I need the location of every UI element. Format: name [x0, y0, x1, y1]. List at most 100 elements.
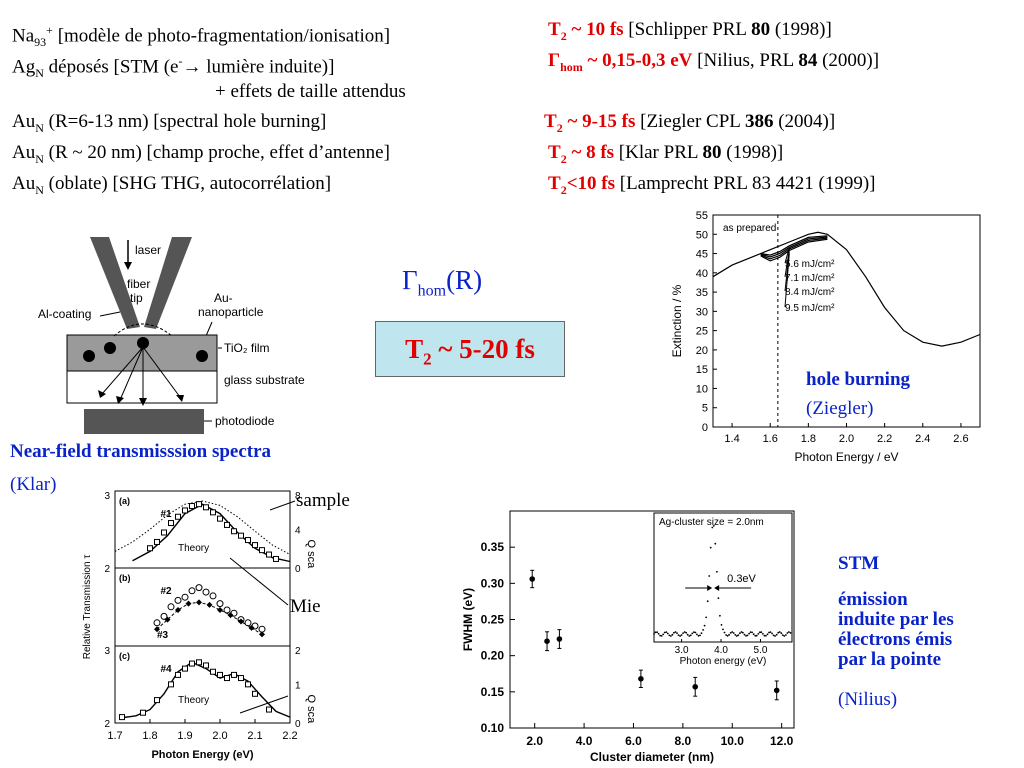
inset-frame	[653, 512, 793, 643]
data-point	[638, 676, 644, 682]
y-tick-label: 20	[696, 345, 708, 357]
sample-tag: #3	[157, 630, 169, 641]
data-diamond	[259, 631, 265, 638]
inset-point	[768, 631, 770, 634]
series-line	[760, 238, 828, 262]
leader	[773, 235, 799, 242]
data-square	[217, 515, 223, 522]
ziegler-extinction-chart: 1.4 1.6 1.8 2.0 2.2 2.4 2.6 0 5 10 15 20 25 30 35 40 45 5…	[670, 210, 981, 464]
ref-line-4: AuN (R=6-13 nm) [spectral hole burning]	[12, 111, 327, 135]
panel-tag: (a)	[119, 496, 130, 506]
inset-point	[754, 634, 757, 637]
inset-point	[748, 632, 750, 635]
y-tick-label: 55	[696, 210, 708, 222]
data-circle	[160, 612, 168, 620]
tio2-label: TiO₂ film	[224, 341, 270, 355]
inset-point	[668, 634, 671, 637]
inset-point	[728, 633, 730, 636]
inset-point	[674, 631, 677, 633]
inset-point	[752, 633, 755, 636]
x-tick-label: 1.9	[177, 730, 192, 742]
leader	[784, 247, 790, 264]
inset-point	[671, 633, 674, 636]
inset-point	[763, 634, 766, 637]
inset-point	[743, 633, 746, 636]
y-tick-label: 50	[696, 229, 708, 241]
inset-point	[722, 628, 724, 631]
data-square	[175, 671, 181, 678]
y-tick-label: 40	[696, 268, 708, 280]
theory-curve	[121, 661, 291, 719]
ref-line-1-right: T2 ~ 10 fs [Schlipper PRL 80 (1998)]	[548, 19, 832, 43]
fiber-wall-left	[90, 237, 140, 329]
inset-point	[783, 635, 786, 637]
inset-point	[656, 631, 658, 634]
x-tick-label: 12.0	[770, 734, 794, 748]
theory-leader	[239, 695, 289, 714]
inset-point	[703, 624, 706, 627]
data-square	[210, 668, 216, 675]
data-square	[266, 706, 272, 713]
x-tick-label: 2.4	[915, 433, 930, 445]
inset-point	[757, 633, 760, 635]
nilius-label: (Nilius)	[838, 689, 898, 710]
data-square	[168, 681, 174, 688]
data-diamond	[175, 607, 181, 613]
inset-point	[729, 632, 732, 634]
stm-desc-line: induite par les	[838, 609, 954, 630]
inset-point	[781, 634, 784, 636]
inset-point	[717, 597, 720, 600]
data-square	[231, 671, 237, 678]
x-tick-label: 2.2	[877, 433, 892, 445]
inset-point	[679, 635, 681, 637]
data-square	[252, 542, 258, 549]
laser-arrow-icon	[124, 262, 132, 270]
annotation-as-prepared: as prepared	[723, 223, 776, 234]
inset-x-tick-label: 5.0	[754, 645, 768, 656]
inset-point	[657, 632, 660, 635]
data-square	[266, 551, 272, 558]
inset-point	[719, 614, 721, 617]
inset-point	[683, 631, 686, 633]
data-square	[217, 671, 223, 678]
data-point	[556, 636, 563, 642]
inset-point	[682, 632, 684, 634]
series-line	[712, 231, 981, 347]
inset-point	[660, 635, 663, 637]
inset-point	[680, 634, 683, 636]
inset-point	[766, 633, 769, 636]
inset-point	[785, 634, 787, 636]
y-tick-label: 3	[104, 491, 110, 502]
sample-annotation: sample	[296, 490, 350, 511]
y-tick-label: 2	[104, 564, 110, 575]
data-square	[231, 528, 237, 535]
x-tick-label: 1.7	[107, 730, 122, 742]
inset-point	[762, 633, 764, 635]
inset-point	[685, 631, 688, 634]
stm-desc-line: par la pointe	[838, 649, 942, 670]
ref-line-6: AuN (oblate) [SHG THG, autocorrélation]	[12, 173, 332, 197]
inset-point	[720, 624, 723, 626]
inset-point	[737, 634, 740, 637]
nilius-fwhm-chart: 2.0 4.0 6.0 8.0 10.0 12.0 0.10 0.15 0.20 0.25 0.30…	[461, 510, 795, 764]
x-tick-label: 1.8	[142, 730, 157, 742]
glass-label: glass substrate	[224, 373, 305, 387]
inset-point	[774, 635, 776, 637]
series-line	[760, 236, 828, 258]
data-square	[203, 662, 209, 669]
x-tick-label: 2.0	[526, 734, 543, 748]
inset-point	[745, 635, 747, 637]
y-right-tick-label: 8	[295, 491, 301, 502]
inset-x-tick-label: 4.0	[714, 645, 728, 656]
x-tick-label: 2.2	[282, 730, 297, 742]
ref-line-5: AuN (R ~ 20 nm) [champ proche, effet d’a…	[12, 142, 390, 166]
x-tick-label: 2.6	[953, 433, 968, 445]
inset-point	[653, 633, 655, 635]
inset-point	[732, 632, 735, 634]
inset-point	[673, 631, 675, 634]
inset-point	[706, 600, 709, 603]
x-tick-label: 10.0	[721, 734, 745, 748]
inset-point	[696, 633, 698, 636]
data-square	[245, 681, 251, 688]
theory-legend: Theory	[178, 695, 209, 706]
